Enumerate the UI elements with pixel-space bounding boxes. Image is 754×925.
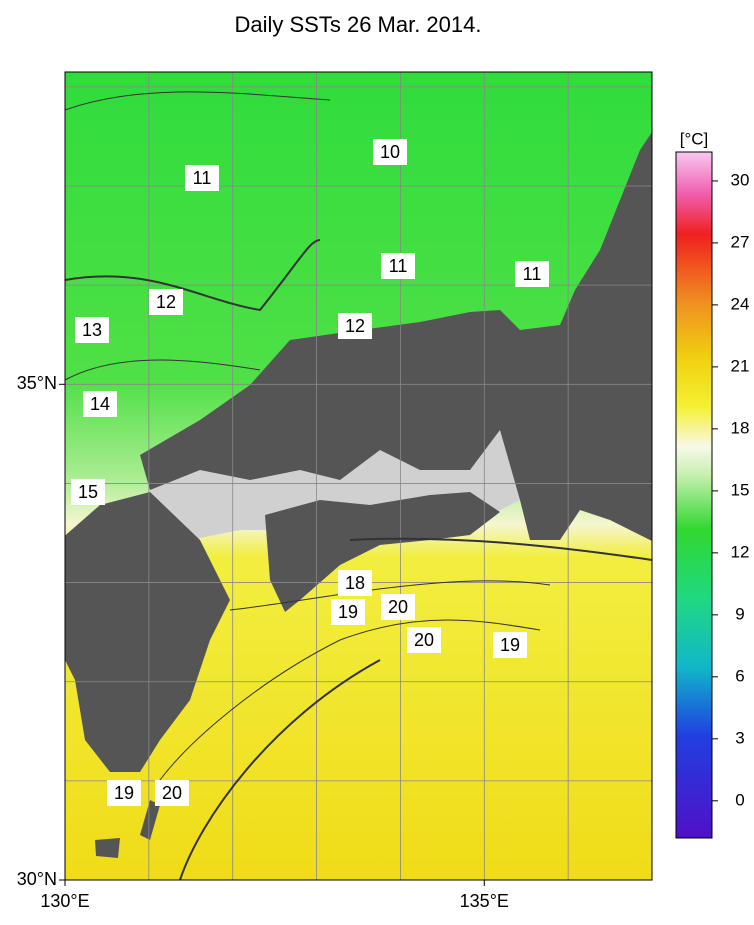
contour-label-box [493,632,527,658]
contour-label: 15 [78,482,98,502]
contour-label-box [338,570,372,596]
contour-label-box [407,627,441,653]
colorbar-tick-label: 27 [731,232,750,251]
contour-label: 11 [523,264,542,284]
contour-label: 18 [345,573,365,593]
contour-label-box [75,317,109,343]
colorbar-tick-label: 6 [735,666,744,685]
y-tick-label: 35°N [17,373,57,393]
map-frame [64,71,653,881]
colorbar-tick-label: 3 [735,728,744,747]
contour-label: 11 [389,256,408,276]
land-honshu [140,132,652,541]
contour-label-box [381,594,415,620]
contour-label-box [373,139,407,165]
contour-label-box [83,391,117,417]
contour-label-box [155,780,189,806]
x-tick-label: 130°E [40,891,89,911]
contour-label: 12 [345,316,365,336]
contour-line [159,619,541,781]
contour-label-box [338,313,372,339]
contour-label-box [331,599,365,625]
contour-label-box [185,165,219,191]
title: Daily SSTs 26 Mar. 2014. [234,12,481,37]
contour-label: 13 [82,320,102,340]
contours [65,91,652,880]
contour-label: 20 [388,597,408,617]
colorbar-tick-label: 0 [735,790,744,809]
colorbar-tick-label: 12 [731,542,750,561]
contour-label: 20 [162,783,182,803]
colorbar-tick-label: 24 [731,294,750,313]
contour-label: 11 [193,168,212,188]
contour-label-box [71,479,105,505]
contour-line [65,91,331,111]
contour-label: 12 [156,292,176,312]
contour-label-box [381,253,415,279]
contour-line [65,359,261,381]
colorbar-unit: [°C] [680,129,709,148]
contour-label-box [515,261,549,287]
contour-label: 19 [114,783,134,803]
colorbar-tick-label: 9 [735,604,744,623]
contour-line [229,580,551,611]
land-island [95,838,120,858]
colorbar-tick-label: 21 [731,356,750,375]
land-shikoku [265,492,500,612]
contour-label: 19 [338,602,358,622]
contour-line [179,659,381,880]
contour-line [65,239,321,312]
contour-label: 10 [380,142,400,162]
contour-label: 20 [414,630,434,650]
y-tick-label: 30°N [17,869,57,889]
contour-label-box [149,289,183,315]
contour-label-box [107,780,141,806]
colorbar-tick-label: 15 [731,480,750,499]
land-island [140,800,160,840]
colorbar-tick-label: 30 [731,170,750,189]
contour-label: 19 [500,635,520,655]
land-kyushu [65,492,230,772]
colorbar-tick-label: 18 [731,418,750,437]
colorbar [675,151,713,839]
x-tick-label: 135°E [460,891,509,911]
map [65,72,652,880]
contour-line [349,537,652,561]
contour-label: 14 [90,394,110,414]
